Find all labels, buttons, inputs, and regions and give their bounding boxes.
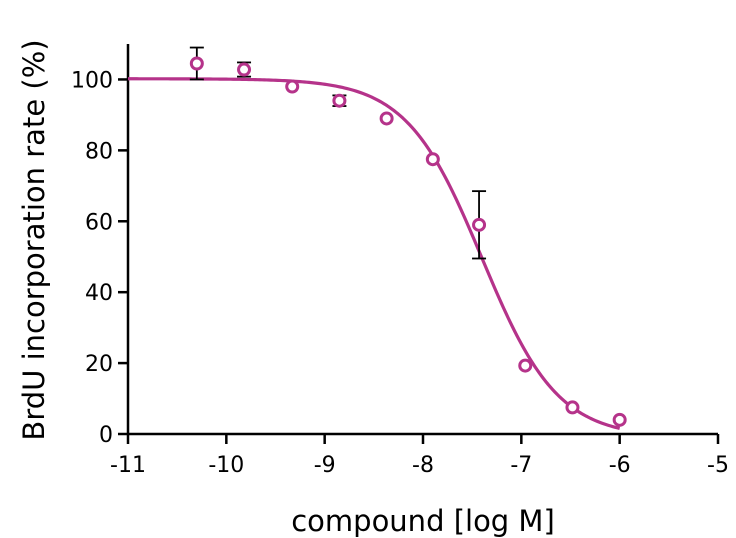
data-points-layer (189, 56, 627, 427)
y-tick-label: 60 (85, 210, 113, 235)
fit-curve-layer (128, 77, 621, 430)
y-tick-label: 20 (85, 352, 113, 377)
y-axis-title: BrdU incorporation rate (%) (17, 39, 51, 440)
x-tick-label: -7 (510, 453, 532, 478)
data-point (472, 217, 487, 232)
data-point (565, 400, 580, 415)
x-tick-label: -9 (314, 453, 336, 478)
x-tick-label: -8 (412, 453, 434, 478)
x-tick-label: -10 (208, 453, 244, 478)
fit-curve (128, 77, 621, 430)
axes: -11 -10 -9 -8 -7 -6 -5 0 20 40 60 80 100 (71, 44, 729, 478)
y-tick-label: 40 (85, 281, 113, 306)
x-axis-title: compound [log M] (291, 504, 555, 538)
y-tick-label: 80 (85, 139, 113, 164)
x-tick-label: -5 (707, 453, 729, 478)
x-tick-label: -11 (110, 453, 146, 478)
data-point (612, 412, 627, 427)
data-point (285, 79, 300, 94)
data-point (425, 152, 440, 167)
x-tick-label: -6 (609, 453, 631, 478)
data-point (518, 358, 533, 373)
data-point (379, 111, 394, 126)
data-point (332, 93, 347, 108)
data-point (237, 62, 252, 77)
data-point (189, 56, 204, 71)
y-tick-label: 0 (99, 423, 113, 448)
y-tick-label: 100 (71, 68, 113, 93)
